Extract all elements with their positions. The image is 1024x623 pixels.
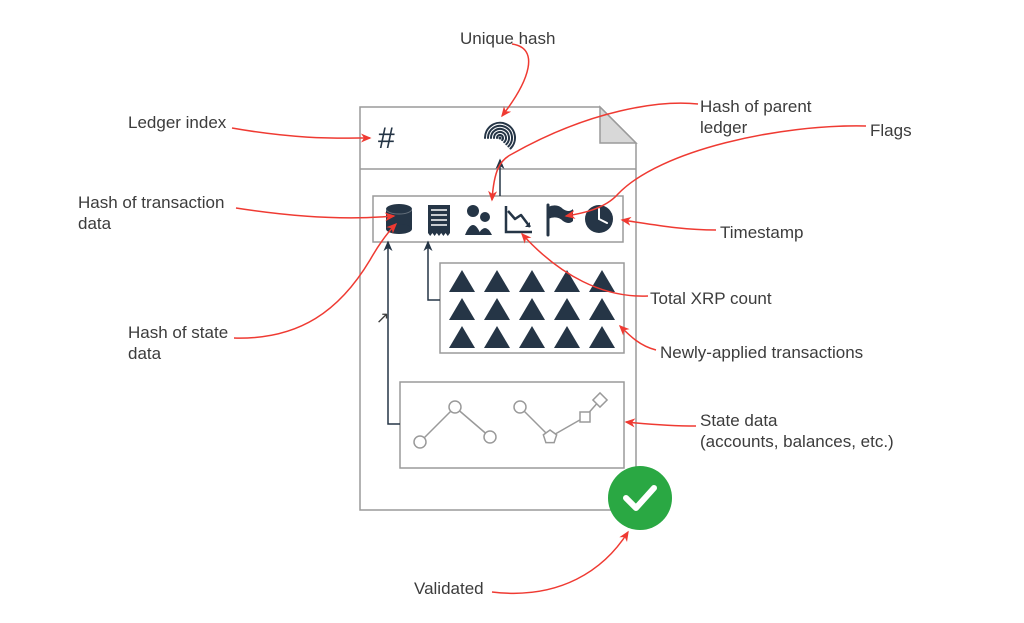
annotation-arrows — [0, 0, 1024, 623]
clock-icon — [585, 205, 613, 233]
label-ledger-index: Ledger index — [128, 112, 226, 133]
label-newly-applied: Newly-applied transactions — [660, 342, 863, 363]
arrow-timestamp — [622, 220, 716, 230]
arrow-hash_state — [234, 224, 396, 338]
people-icon — [465, 205, 492, 235]
label-hash-txn: Hash of transaction data — [78, 192, 224, 235]
label-flags: Flags — [870, 120, 912, 141]
chart-icon — [506, 206, 532, 232]
database-icon — [386, 204, 412, 234]
arrow-newly_applied — [620, 326, 656, 350]
graphics-layer: # — [0, 0, 1024, 623]
label-total-xrp: Total XRP count — [650, 288, 772, 309]
transactions-triangles — [449, 270, 615, 348]
arrow-flags — [566, 126, 866, 216]
label-unique-hash: Unique hash — [460, 28, 555, 49]
label-hash-state: Hash of state data — [128, 322, 228, 365]
arrow-state_data — [626, 422, 696, 426]
arrow-ledger_index — [232, 128, 370, 138]
state-graph — [414, 393, 607, 448]
arrow-validated — [492, 532, 628, 593]
internal-connectors — [388, 160, 500, 424]
receipt-icon — [428, 205, 450, 236]
page-document — [360, 107, 636, 510]
label-timestamp: Timestamp — [720, 222, 803, 243]
diagram-stage: # Ledger index Unique hash Hash of p — [0, 0, 1024, 623]
fingerprint-icon — [485, 123, 515, 149]
arrow-hash_parent — [492, 103, 698, 200]
label-state-data: State data (accounts, balances, etc.) — [700, 410, 894, 453]
label-hash-parent: Hash of parent ledger — [700, 96, 812, 139]
arrow-total_xrp — [522, 234, 648, 296]
arrow-unique_hash — [502, 44, 529, 116]
cursor-icon: ↖ — [376, 308, 389, 328]
hash-icon: # — [378, 122, 395, 155]
label-validated: Validated — [414, 578, 484, 599]
arrow-hash_txn — [236, 208, 394, 218]
flag-icon — [548, 205, 573, 235]
validated-badge-icon — [608, 466, 672, 530]
